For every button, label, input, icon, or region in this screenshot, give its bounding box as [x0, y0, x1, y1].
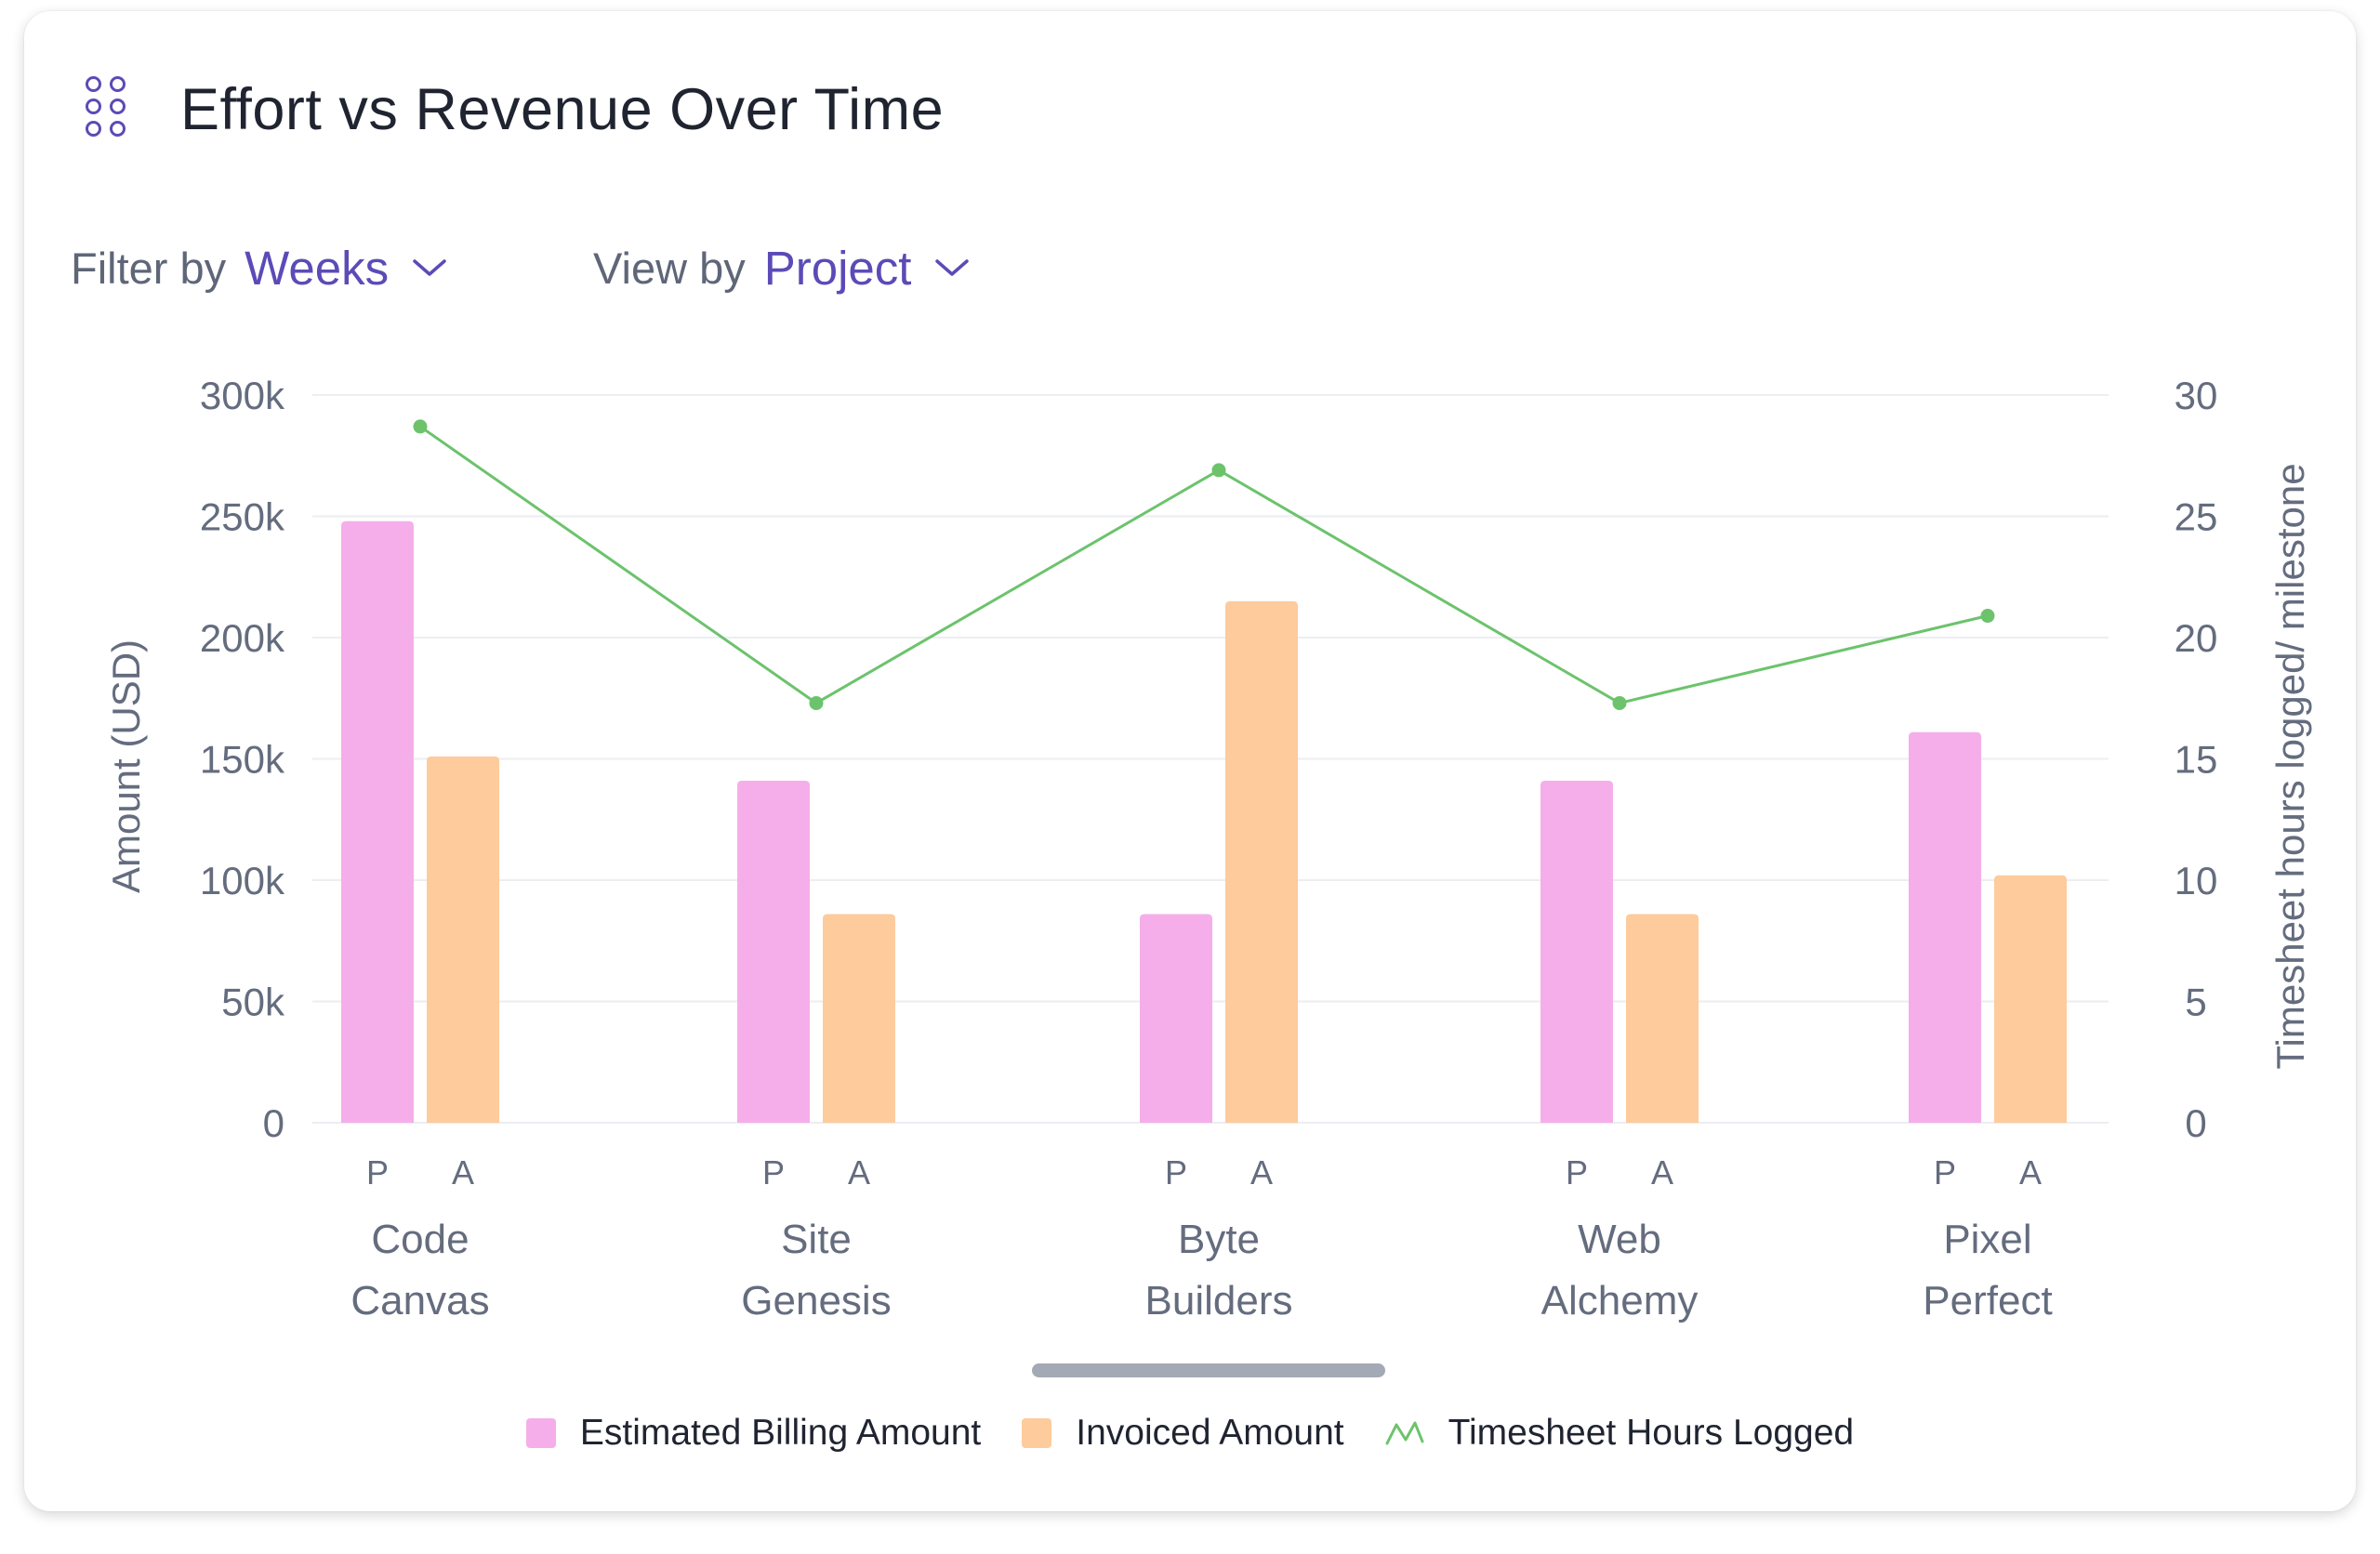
category-label: Code [371, 1217, 469, 1262]
legend-label-estimated-billing: Estimated Billing Amount [579, 1413, 982, 1453]
bar-estimated-billing [737, 780, 810, 1123]
chart-title: Effort vs Revenue Over Time [180, 77, 945, 142]
bar-invoiced [1994, 875, 2067, 1123]
chevron-down-icon [413, 259, 446, 276]
drag-dot [110, 99, 126, 114]
right-axis-tick-label: 5 [2185, 981, 2206, 1024]
chart-card: Effort vs Revenue Over Time Filter by We… [24, 11, 2356, 1511]
left-axis-tick-label: 100k [200, 859, 285, 902]
drag-dot [110, 76, 126, 92]
left-axis-tick-label: 50k [221, 981, 285, 1024]
legend-item-invoiced[interactable]: Invoiced Amount [1022, 1413, 1344, 1454]
legend-label-invoiced: Invoiced Amount [1076, 1413, 1344, 1453]
bar-sub-label: P [366, 1153, 389, 1192]
right-axis-tick-label: 10 [2175, 859, 2218, 902]
right-axis-tick-label: 0 [2185, 1101, 2206, 1145]
bar-sub-label: A [1651, 1153, 1673, 1192]
view-by-dropdown[interactable]: View by Project [593, 230, 971, 305]
drag-dot [86, 99, 101, 114]
timesheet-hours-point [413, 419, 428, 434]
bar-sub-label: A [452, 1153, 474, 1192]
bar-sub-label: P [762, 1153, 785, 1192]
bar-invoiced [1626, 914, 1699, 1123]
drag-handle-icon[interactable] [86, 76, 134, 147]
estimated-billing-swatch [525, 1418, 556, 1448]
bar-estimated-billing [1140, 914, 1212, 1123]
category-label: Web [1578, 1217, 1661, 1262]
bar-invoiced [823, 914, 895, 1123]
invoiced-swatch [1022, 1418, 1052, 1448]
right-axis-tick-label: 25 [2175, 495, 2218, 539]
bar-estimated-billing [341, 520, 414, 1123]
left-axis-tick-label: 250k [200, 495, 285, 539]
right-axis-tick-label: 15 [2175, 738, 2218, 782]
chart-scroll-handle[interactable] [1032, 1363, 1385, 1377]
legend-label-timesheet-hours: Timesheet Hours Logged [1448, 1413, 1855, 1453]
bar-sub-label: P [1566, 1153, 1588, 1192]
bar-estimated-billing [1540, 780, 1613, 1123]
timesheet-hours-line [419, 425, 1989, 705]
timesheet-hours-point [1612, 695, 1627, 710]
view-by-label: View by [593, 243, 746, 293]
category-label: Builders [1145, 1278, 1293, 1324]
category-label: Canvas [350, 1278, 489, 1324]
legend-item-timesheet-hours[interactable]: Timesheet Hours Logged [1385, 1413, 1854, 1454]
card-header: Effort vs Revenue Over Time [24, 11, 2356, 197]
chart-legend: Estimated Billing Amount Invoiced Amount… [24, 1405, 2356, 1461]
drag-dot [86, 121, 101, 137]
line-chart-icon [1385, 1421, 1424, 1445]
bar-sub-label: A [2019, 1153, 2042, 1192]
filter-by-dropdown[interactable]: Filter by Weeks [71, 230, 448, 305]
category-label: Pixel [1943, 1217, 2031, 1262]
category-label: Genesis [741, 1278, 891, 1324]
bar-estimated-billing [1909, 731, 1981, 1123]
bar-invoiced [427, 756, 499, 1123]
filter-by-label: Filter by [71, 243, 227, 293]
category-label: Perfect [1923, 1278, 2052, 1324]
legend-item-estimated-billing[interactable]: Estimated Billing Amount [525, 1413, 982, 1454]
left-axis-tick-label: 200k [200, 616, 285, 660]
left-axis-tick-label: 0 [263, 1101, 284, 1145]
timesheet-hours-point [809, 695, 824, 710]
bar-sub-label: P [1165, 1153, 1187, 1192]
category-label: Site [781, 1217, 852, 1262]
drag-dot [86, 76, 101, 92]
left-axis-tick-label: 300k [200, 374, 285, 417]
bar-sub-label: A [1250, 1153, 1273, 1192]
drag-dot [110, 121, 126, 137]
view-by-value: Project [763, 241, 912, 295]
timesheet-hours-point [1980, 609, 1995, 624]
chevron-down-icon [935, 259, 970, 276]
left-axis-title: Amount (USD) [104, 639, 148, 893]
right-axis-title: Timesheet hours logged/ milestone [2268, 463, 2312, 1069]
bar-sub-label: P [1934, 1153, 1956, 1192]
category-label: Byte [1178, 1217, 1260, 1262]
timesheet-hours-point [1211, 463, 1226, 478]
bar-invoiced [1225, 600, 1298, 1123]
left-axis-tick-label: 150k [200, 738, 285, 782]
right-axis-tick-label: 20 [2175, 616, 2218, 660]
bar-sub-label: A [848, 1153, 870, 1192]
right-axis-tick-label: 30 [2175, 374, 2218, 417]
effort-revenue-chart: 0 0 50k 5 100k 10 150k 15 200k 20 250k 25 300k 30 Amou… [104, 374, 2312, 1324]
category-label: Alchemy [1541, 1278, 1699, 1324]
filter-by-value: Weeks [245, 241, 390, 295]
